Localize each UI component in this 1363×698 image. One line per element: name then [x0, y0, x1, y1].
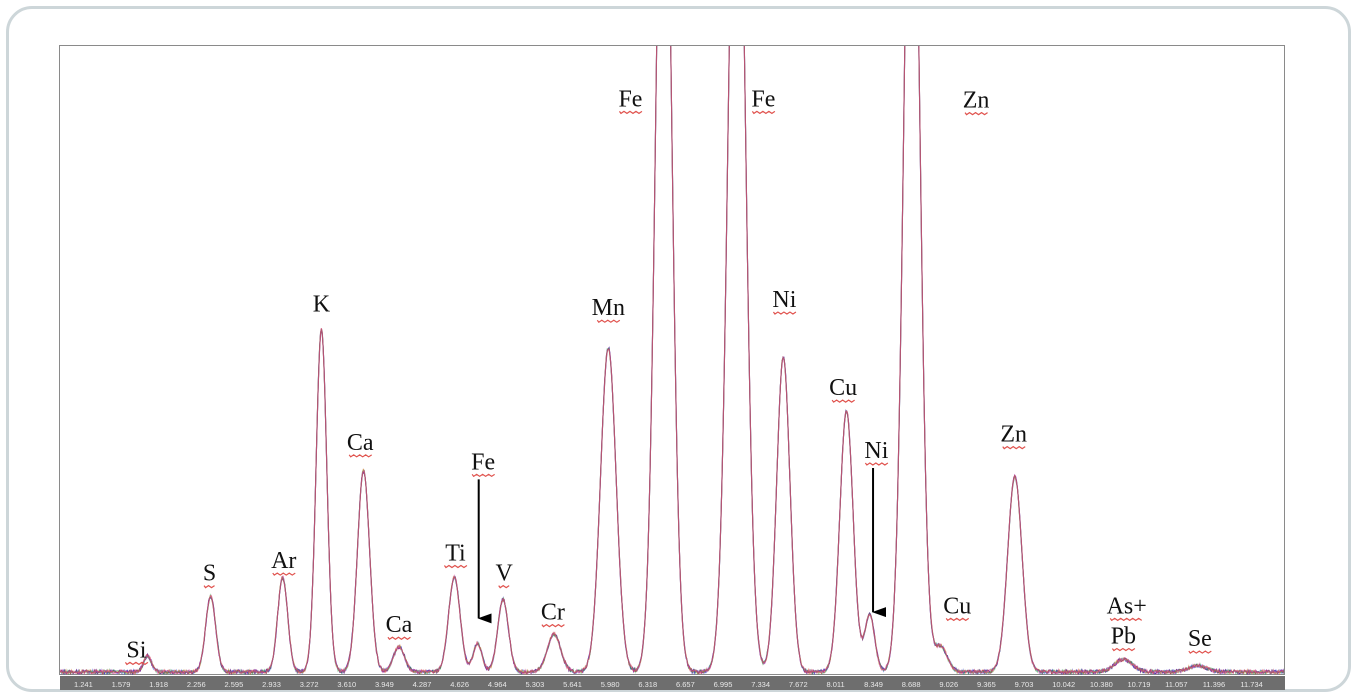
x-tick-label: 9.703	[1015, 680, 1034, 689]
peak-label-s: S	[203, 561, 216, 587]
spellcheck-underline	[864, 462, 889, 466]
x-tick-label: 3.272	[300, 680, 319, 689]
peak-label-cu: Cu	[943, 593, 971, 619]
spellcheck-underline	[1188, 650, 1212, 654]
peak-label-fe: Fe	[618, 86, 642, 112]
peak-label-cr: Cr	[541, 600, 565, 626]
peak-label-si: Si	[126, 637, 146, 663]
x-tick-label: 5.303	[526, 680, 545, 689]
peak-label-ti: Ti	[445, 541, 466, 567]
x-tick-label: 7.672	[789, 680, 808, 689]
x-tick-label: 3.949	[375, 680, 394, 689]
spellcheck-underline	[387, 636, 411, 641]
spellcheck-underline	[1002, 445, 1026, 450]
peak-label-ca: Ca	[386, 612, 413, 638]
x-tick-label: 6.995	[714, 680, 733, 689]
x-tick-label: 10.380	[1090, 680, 1113, 689]
peak-label-as: As+	[1107, 593, 1147, 619]
x-tick-label: 10.042	[1052, 680, 1075, 689]
x-tick-label: 4.626	[450, 680, 469, 689]
x-tick-label: 2.256	[187, 680, 206, 689]
peak-label-mn: Mn	[592, 295, 625, 321]
x-axis-bar	[60, 676, 1285, 690]
x-tick-label: 4.964	[488, 680, 507, 689]
peak-label-ca: Ca	[347, 430, 374, 456]
spellcheck-underline	[498, 584, 510, 589]
peak-label-k: K	[313, 291, 331, 317]
spellcheck-underline	[443, 564, 468, 569]
spellcheck-underline	[618, 110, 643, 115]
spellcheck-underline	[124, 661, 149, 666]
spellcheck-underline	[1109, 617, 1143, 622]
spellcheck-underline	[964, 111, 988, 116]
x-tick-label: 3.610	[337, 680, 356, 689]
x-tick-label: 8.349	[864, 680, 883, 689]
x-tick-label: 10.719	[1128, 680, 1151, 689]
spellcheck-underline	[272, 572, 296, 576]
x-tick-label: 8.011	[827, 680, 845, 689]
x-tick-label: 8.688	[902, 680, 921, 689]
x-tick-label: 11.396	[1203, 680, 1225, 689]
x-tick-label: 6.657	[676, 680, 695, 689]
x-tick-label: 1.579	[112, 680, 131, 689]
figure-frame	[6, 6, 1351, 692]
peak-label-ni: Ni	[772, 287, 796, 313]
x-tick-label: 9.365	[977, 680, 996, 689]
peak-label-ar: Ar	[271, 548, 296, 574]
peak-label-zn: Zn	[1000, 422, 1027, 448]
spellcheck-underline	[348, 454, 373, 458]
peak-label-ni: Ni	[864, 438, 888, 464]
x-tick-label: 11.057	[1165, 680, 1187, 689]
peak-label-se: Se	[1188, 626, 1212, 652]
peak-label-pb: Pb	[1111, 624, 1136, 650]
x-tick-label: 2.595	[225, 680, 244, 689]
x-tick-label: 11.734	[1240, 680, 1262, 689]
peak-label-v: V	[496, 561, 514, 587]
x-tick-label: 9.026	[939, 680, 958, 689]
spellcheck-underline	[471, 473, 495, 478]
spellcheck-underline	[1111, 647, 1136, 652]
spectrum-series-5	[60, 46, 1284, 675]
spellcheck-underline	[751, 110, 776, 115]
spellcheck-underline	[596, 319, 621, 324]
spellcheck-underline	[945, 617, 970, 622]
x-tick-label: 5.641	[563, 680, 582, 689]
spellcheck-underline	[772, 311, 797, 315]
peak-label-fe: Fe	[751, 86, 775, 112]
x-tick-label: 7.334	[751, 680, 770, 689]
peak-label-fe: Fe	[471, 449, 495, 475]
spellcheck-underline	[541, 623, 565, 628]
x-tick-label: 5.980	[601, 680, 620, 689]
x-tick-label: 1.241	[74, 680, 93, 689]
spellcheck-underline	[831, 399, 855, 403]
peak-label-zn: Zn	[963, 88, 990, 114]
x-tick-label: 1.918	[149, 680, 168, 689]
x-tick-label: 2.933	[262, 680, 281, 689]
peak-label-cu: Cu	[829, 375, 857, 401]
x-tick-label: 6.318	[638, 680, 657, 689]
spellcheck-underline	[203, 584, 215, 589]
x-tick-label: 4.287	[413, 680, 432, 689]
